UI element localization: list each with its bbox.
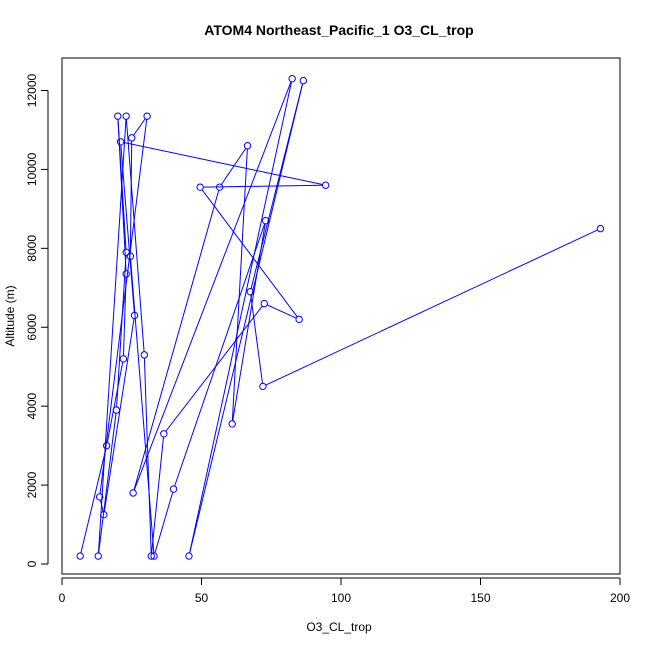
x-tick-label: 0 [59,591,66,605]
data-point [94,552,102,560]
series-line-segment [129,141,133,254]
y-axis-label: Altitude (m) [3,285,17,346]
series-line-segment [203,184,323,188]
data-point [122,270,130,278]
data-point [299,76,308,85]
data-point [140,351,149,359]
series-line-segment [125,119,145,352]
data-point [185,552,193,560]
data-point [119,355,128,363]
data-point [147,552,155,560]
data-point [295,315,303,324]
series-line-segment [250,294,263,384]
data-point [150,552,158,560]
data-point [196,183,204,191]
series-line-segment [120,144,135,313]
data-point [243,142,252,150]
chart-title: ATOM4 Northeast_Pacific_1 O3_CL_trop [204,22,473,38]
series-line-segment [201,189,298,318]
y-tick-label: 0 [25,560,39,567]
series-line-segment [97,119,127,553]
series-line-segment [221,148,247,185]
data-point [129,489,137,497]
data-point [128,134,136,142]
data-point [102,441,111,450]
x-tick-label: 50 [195,591,209,605]
x-tick-label: 150 [470,591,490,605]
plot-area [61,57,621,575]
series-lines [80,81,598,554]
series-line-segment [99,499,104,512]
x-axis: 0 50 100 150 200 [59,577,630,605]
x-tick-label: 100 [331,591,351,605]
data-point [116,138,125,146]
series-line-segment [133,190,220,491]
data-point [160,430,168,438]
series-line-segment [98,413,117,553]
series-line-segment [133,118,146,136]
series-line-segment [133,81,292,491]
y-tick-label: 12000 [25,73,39,107]
data-point [76,552,84,560]
data-point [143,112,151,120]
data-point [228,420,236,428]
series-line-segment [116,255,127,407]
series-line-segment [189,83,304,554]
series-line-segment [130,259,155,553]
data-point [260,299,268,308]
series-line-segment [250,83,304,289]
data-point [261,217,270,225]
data-point [122,248,130,256]
data-point [130,311,139,320]
series-line-segment [189,81,292,554]
data-point [100,510,108,519]
data-point [259,382,267,391]
data-point [321,181,330,189]
series-line-segment [266,304,297,319]
data-point [112,406,121,414]
x-tick-label: 200 [610,591,630,605]
series-line-segment [232,223,266,421]
series-line-segment [154,491,174,554]
data-point [114,112,122,120]
x-axis-label: O3_CL_trop [306,620,372,634]
data-point [169,485,178,493]
data-point [215,183,224,191]
series-line-segment [123,141,323,186]
y-tick-label: 10000 [25,152,39,186]
series-line-segment [231,148,248,421]
data-point [122,112,130,120]
series-line-segment [174,223,266,487]
y-tick-label: 8000 [25,235,39,262]
data-point [246,288,255,296]
data-point [95,493,104,501]
series-points [76,74,605,560]
series-line-segment [151,436,165,553]
series-line-segment [165,305,263,432]
data-point [596,224,605,233]
y-tick-label: 6000 [25,314,39,341]
y-tick-label: 4000 [25,392,39,419]
y-axis: 0 2000 4000 6000 8000 10000 12000 [25,73,49,567]
data-point [126,252,135,260]
series-line-segment [80,448,107,554]
series-line-segment [103,318,135,512]
data-point [288,74,296,83]
y-tick-label: 2000 [25,471,39,498]
series-line-segment [265,229,598,386]
series-line-segment [99,119,148,494]
series-line-segment [106,361,124,443]
